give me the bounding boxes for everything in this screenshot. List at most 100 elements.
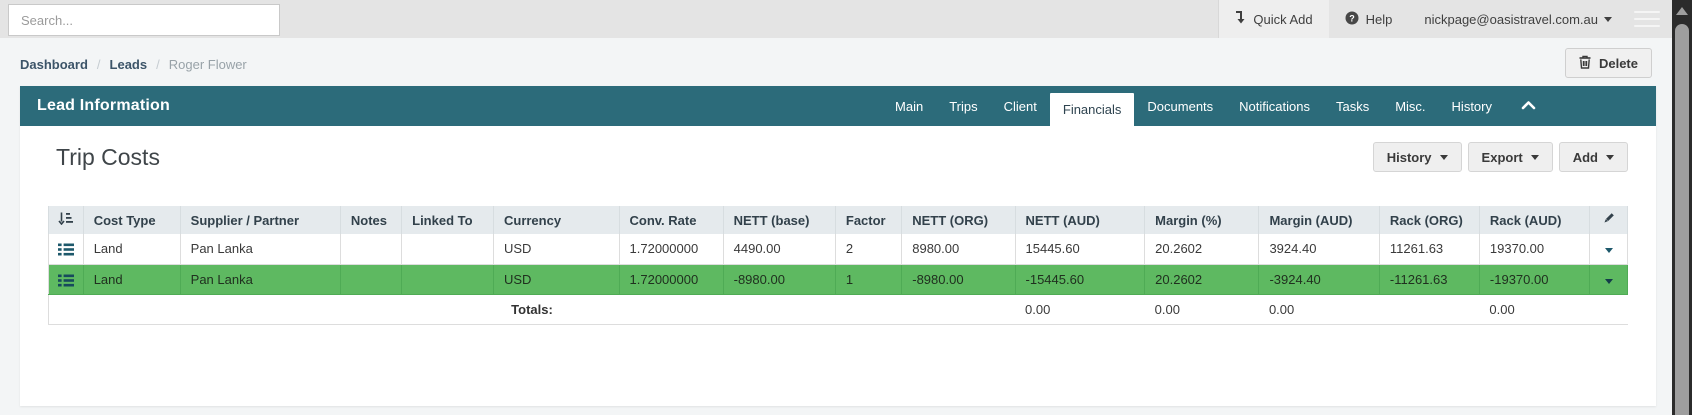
sort-column-header[interactable] <box>48 206 84 234</box>
table-row: Land Pan Lanka USD 1.72000000 4490.00 2 … <box>48 234 1628 265</box>
tab-documents[interactable]: Documents <box>1147 98 1214 114</box>
cell-margin-pct: 20.2602 <box>1144 264 1260 295</box>
help-label: Help <box>1365 11 1393 27</box>
cell-nett-aud: 15445.60 <box>1015 234 1146 265</box>
delete-button[interactable]: Delete <box>1564 48 1652 78</box>
page: Quick Add ? Help nickpage@oasistravel.co… <box>0 0 1672 406</box>
panel-header: Lead Information Main Trips Client Finan… <box>20 86 1656 126</box>
table-header-row: Cost Type Supplier / Partner Notes Linke… <box>48 206 1628 234</box>
search-input[interactable] <box>8 4 280 36</box>
cell-rack-aud: -19370.00 <box>1479 264 1591 295</box>
tab-client[interactable]: Client <box>1003 98 1037 114</box>
cell-supplier: Pan Lanka <box>180 264 341 295</box>
total-rack-org <box>1379 294 1480 325</box>
cell-rack-aud: 19370.00 <box>1479 234 1591 265</box>
cell-nett-base: 4490.00 <box>723 234 836 265</box>
svg-text:?: ? <box>1349 13 1355 23</box>
header-supplier-partner[interactable]: Supplier / Partner <box>180 206 341 234</box>
header-margin-aud[interactable]: Margin (AUD) <box>1258 206 1380 234</box>
topbar-right: Quick Add ? Help nickpage@oasistravel.co… <box>1218 0 1672 38</box>
add-dropdown-button[interactable]: Add <box>1558 142 1628 172</box>
cell-margin-pct: 20.2602 <box>1144 234 1260 265</box>
cell-nett-org: -8980.00 <box>901 264 1016 295</box>
header-conv-rate[interactable]: Conv. Rate <box>619 206 724 234</box>
lead-information-panel: Lead Information Main Trips Client Finan… <box>20 86 1656 406</box>
cell-nett-aud: -15445.60 <box>1015 264 1146 295</box>
tab-financials[interactable]: Financials <box>1049 93 1135 126</box>
header-nett-base[interactable]: NETT (base) <box>723 206 836 234</box>
breadcrumb-current: Roger Flower <box>168 57 247 72</box>
row-expand-button[interactable] <box>1589 264 1628 295</box>
edit-columns-button[interactable] <box>1589 206 1628 234</box>
cell-currency: USD <box>493 264 620 295</box>
caret-down-icon <box>1606 154 1614 160</box>
row-handle-icon[interactable] <box>48 264 84 295</box>
row-handle-icon[interactable] <box>48 234 84 265</box>
totals-row: Totals: 0.00 0.00 0.00 0.00 <box>48 294 1628 325</box>
header-rack-org[interactable]: Rack (ORG) <box>1379 206 1480 234</box>
section-title: Trip Costs <box>56 143 160 170</box>
tab-main[interactable]: Main <box>895 98 924 114</box>
scrollbar-thumb[interactable] <box>1675 24 1689 415</box>
header-linked-to[interactable]: Linked To <box>401 206 494 234</box>
trash-icon <box>1579 55 1591 72</box>
export-label: Export <box>1481 149 1523 165</box>
caret-down-icon <box>1604 248 1613 254</box>
breadcrumb-row: Dashboard / Leads / Roger Flower Delete <box>0 38 1672 78</box>
header-nett-org[interactable]: NETT (ORG) <box>901 206 1016 234</box>
tab-tasks[interactable]: Tasks <box>1335 98 1370 114</box>
cell-conv-rate: 1.72000000 <box>619 264 724 295</box>
panel-tabs: Main Trips Client Financials Documents N… <box>882 86 1505 126</box>
help-button[interactable]: ? Help <box>1329 0 1409 38</box>
collapse-panel-button[interactable] <box>1505 86 1552 126</box>
breadcrumb-dashboard[interactable]: Dashboard <box>20 57 88 72</box>
cell-notes <box>340 264 403 295</box>
section-head: Trip Costs History Export Add <box>48 142 1628 172</box>
cell-notes <box>340 234 403 265</box>
level-down-arrow-icon <box>1235 11 1246 27</box>
breadcrumb-separator: / <box>96 57 101 72</box>
export-dropdown-button[interactable]: Export <box>1467 142 1553 172</box>
breadcrumb-separator: / <box>156 57 160 72</box>
sort-amount-icon <box>58 212 74 228</box>
totals-label: Totals: <box>48 294 1016 325</box>
cell-factor: 1 <box>835 264 903 295</box>
header-nett-aud[interactable]: NETT (AUD) <box>1015 206 1146 234</box>
tab-misc[interactable]: Misc. <box>1395 98 1426 114</box>
panel-title: Lead Information <box>37 97 170 114</box>
cell-linked-to <box>401 264 494 295</box>
cell-cost-type: Land <box>83 264 181 295</box>
cell-margin-aud: -3924.40 <box>1258 264 1380 295</box>
scroll-up-arrow-icon[interactable] <box>1676 7 1688 15</box>
delete-label: Delete <box>1598 55 1638 71</box>
trip-costs-table: Cost Type Supplier / Partner Notes Linke… <box>48 206 1628 325</box>
total-rack-aud: 0.00 <box>1479 294 1590 325</box>
hamburger-menu-icon[interactable] <box>1634 11 1660 27</box>
user-email: nickpage@oasistravel.com.au <box>1424 11 1598 27</box>
caret-down-icon <box>1530 154 1539 160</box>
history-dropdown-button[interactable]: History <box>1372 142 1462 172</box>
pencil-icon <box>1602 213 1615 228</box>
row-expand-button[interactable] <box>1589 234 1628 265</box>
totals-empty-cell <box>1589 294 1628 325</box>
vertical-scrollbar[interactable] <box>1672 0 1692 415</box>
header-currency[interactable]: Currency <box>493 206 620 234</box>
header-factor[interactable]: Factor <box>835 206 903 234</box>
quick-add-button[interactable]: Quick Add <box>1218 0 1329 38</box>
caret-down-icon <box>1604 278 1613 284</box>
tab-notifications[interactable]: Notifications <box>1239 98 1310 114</box>
tab-history[interactable]: History <box>1451 98 1492 114</box>
total-margin-aud: 0.00 <box>1258 294 1380 325</box>
header-cost-type[interactable]: Cost Type <box>83 206 181 234</box>
header-rack-aud[interactable]: Rack (AUD) <box>1479 206 1591 234</box>
caret-down-icon <box>1439 154 1448 160</box>
cell-cost-type: Land <box>83 234 181 265</box>
table-row-highlighted: Land Pan Lanka USD 1.72000000 -8980.00 1… <box>48 264 1628 295</box>
cell-supplier: Pan Lanka <box>180 234 341 265</box>
breadcrumb-leads[interactable]: Leads <box>109 57 148 72</box>
header-margin-pct[interactable]: Margin (%) <box>1144 206 1260 234</box>
cell-nett-base: -8980.00 <box>723 264 836 295</box>
header-notes[interactable]: Notes <box>340 206 403 234</box>
tab-trips[interactable]: Trips <box>949 98 978 114</box>
user-menu[interactable]: nickpage@oasistravel.com.au <box>1408 0 1634 38</box>
